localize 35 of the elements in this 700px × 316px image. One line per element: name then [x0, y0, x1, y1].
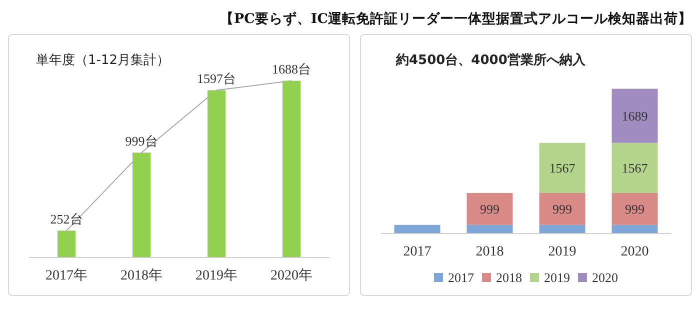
x-tick-label: 2018 [476, 244, 504, 260]
data-label: 1689 [622, 108, 648, 124]
text: 【PC要らず、IC運転免許証リーダー一体型据置式アルコール検知器出荷】 [219, 10, 692, 29]
bar [612, 142, 658, 193]
data-label: 1567 [622, 160, 648, 176]
bar [58, 230, 76, 257]
bar [132, 152, 150, 257]
data-label: 999 [625, 201, 644, 216]
chart-subtitle: 単年度（1-12月集計） [36, 52, 170, 68]
bar [612, 224, 658, 233]
bar [466, 192, 513, 225]
chart-title: 約4500台、4000営業所へ納入 [395, 52, 586, 68]
data-label: 999台 [125, 134, 158, 149]
data-label: 252台 [50, 212, 83, 227]
bar [539, 142, 586, 193]
data-label: 1567 [549, 160, 576, 176]
bar [539, 192, 586, 225]
data-label: 999 [552, 201, 572, 216]
bar [282, 80, 300, 257]
data-label: 1688台 [272, 62, 311, 77]
bar [612, 88, 658, 143]
x-tick-label: 2018年 [120, 268, 162, 284]
x-tick-label: 2020 [620, 244, 649, 260]
x-tick-label: 2020年 [270, 268, 312, 284]
bar [612, 192, 658, 225]
x-tick-label: 2019年 [196, 268, 238, 284]
bar [394, 224, 440, 233]
x-tick-label: 2017 [403, 244, 432, 260]
x-tick-label: 2019 [548, 244, 576, 260]
data-label: 999 [480, 201, 500, 216]
x-tick-label: 2017年 [46, 268, 88, 284]
bar [466, 224, 513, 233]
bar [208, 90, 226, 257]
data-label: 1597台 [197, 71, 236, 86]
bar [539, 224, 586, 233]
